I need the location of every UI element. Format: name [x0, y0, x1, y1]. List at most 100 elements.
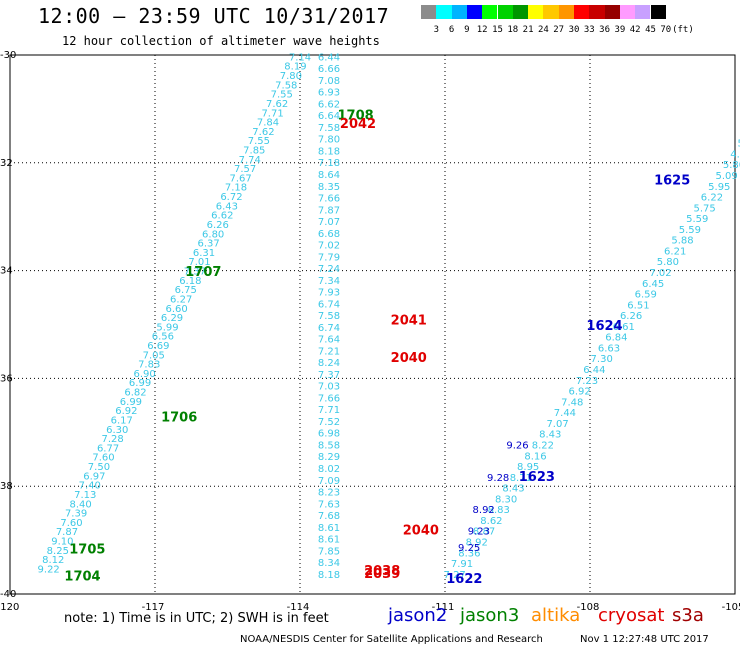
- legend-label: 39: [614, 25, 626, 35]
- wave-height-value: 6.63: [598, 343, 620, 354]
- wave-height-value: 6.59: [635, 290, 657, 301]
- wave-height-value: 7.30: [591, 354, 613, 365]
- wave-height-value: 8.61: [318, 523, 340, 534]
- wave-height-value: 8.61: [318, 535, 340, 546]
- wave-height-value: 6.18: [179, 276, 201, 287]
- wave-height-value: 7.66: [318, 194, 340, 205]
- wave-height-value: 7.80: [318, 135, 340, 146]
- lat-tick-label: 36: [0, 373, 13, 384]
- wave-height-value: 9.10: [51, 537, 73, 548]
- wave-height-value: 7.68: [318, 511, 340, 522]
- wave-height-value: 6.92: [115, 406, 137, 417]
- wave-height-value: 7.58: [275, 80, 297, 91]
- wave-height-value: 7.62: [252, 127, 274, 138]
- wave-height-value: 8.40: [70, 499, 92, 510]
- wave-height-value: 6.21: [664, 246, 686, 257]
- wave-height-value: 7.50: [88, 462, 110, 473]
- pass-time-label: 1706: [161, 411, 197, 426]
- wave-height-value: 6.68: [318, 229, 340, 240]
- legend-label: 3: [433, 25, 439, 35]
- wave-height-value: 9.26: [506, 440, 528, 451]
- wave-height-value: 6.84: [605, 333, 627, 344]
- wave-height-value: 7.07: [546, 419, 568, 430]
- wave-height-value: 8.23: [318, 488, 340, 499]
- wave-height-value: 8.64: [318, 170, 340, 181]
- wave-height-value: 6.90: [133, 369, 155, 380]
- lat-tick-label: -40: [0, 589, 16, 600]
- pass-time-label: 2040: [403, 524, 439, 539]
- wave-height-value: 6.44: [583, 365, 605, 376]
- wave-height-value: 7.58: [318, 311, 340, 322]
- wave-height-value: 7.28: [102, 434, 124, 445]
- legend-swatch: [635, 5, 651, 19]
- wave-height-value: 6.56: [152, 332, 174, 343]
- wave-height-value: 7.39: [65, 509, 87, 520]
- wave-height-value: 7.44: [554, 408, 576, 419]
- wave-height-value: 6.26: [207, 220, 229, 231]
- wave-height-value: 7.03: [318, 382, 340, 393]
- wave-height-value: 8.92: [473, 505, 495, 516]
- wave-height-value: 9.23: [468, 527, 490, 538]
- wave-height-value: 5.99: [156, 322, 178, 333]
- page-subtitle: 12 hour collection of altimeter wave hei…: [62, 34, 380, 48]
- legend-swatch: [451, 5, 467, 19]
- legend-label: 24: [537, 25, 549, 35]
- legend-swatch: [604, 5, 620, 19]
- wave-height-value: 7.55: [271, 90, 293, 101]
- wave-height-value: 6.44: [318, 52, 340, 63]
- wave-height-value: 8.30: [495, 494, 517, 505]
- wave-height-value: 5.61: [738, 139, 740, 150]
- wave-height-value: 6.27: [170, 294, 192, 305]
- wave-height-value: 7.52: [318, 417, 340, 428]
- wave-height-value: 8.29: [318, 452, 340, 463]
- legend-label: 36: [599, 25, 611, 35]
- pass-time-label: 2042: [340, 117, 376, 132]
- wave-height-value: 7.18: [225, 183, 247, 194]
- legend-label: 15: [492, 25, 503, 35]
- lat-tick-label: 32: [0, 158, 13, 169]
- wave-height-value: 8.25: [47, 546, 69, 557]
- wave-height-value: 8.19: [284, 62, 306, 73]
- wave-height-value: 7.27: [444, 570, 466, 581]
- wave-height-value: 5.59: [679, 225, 701, 236]
- legend-swatch: [512, 5, 529, 19]
- wave-height-value: 8.92: [466, 537, 488, 548]
- wave-height-value: 7.14: [289, 52, 311, 63]
- wave-height-value: 7.71: [318, 405, 340, 416]
- wave-height-value: 7.18: [318, 158, 340, 169]
- legend-label: 42: [629, 25, 641, 35]
- wave-height-value: 6.98: [318, 429, 340, 440]
- wave-height-value: 7.87: [318, 205, 340, 216]
- lon-tick-label: -108: [577, 602, 600, 613]
- wave-height-value: 5.95: [708, 182, 730, 193]
- satellite-jason2-label: jason2: [388, 605, 448, 626]
- wave-height-value: 7.37: [318, 370, 340, 381]
- wave-height-value: 9.22: [38, 564, 60, 575]
- lon-tick-label: -120: [0, 602, 19, 613]
- wave-height-value: 6.69: [147, 341, 169, 352]
- legend-label: 70: [660, 25, 672, 35]
- legend-label: 6: [448, 25, 455, 35]
- wave-height-value: 6.82: [124, 388, 146, 399]
- pass-time-label: 1625: [654, 173, 690, 188]
- wave-height-value: 8.71: [510, 473, 532, 484]
- lat-tick-label: 38: [0, 481, 13, 492]
- wave-height-value: 8.58: [318, 440, 340, 451]
- wave-height-value: 7.02: [649, 268, 671, 279]
- wave-height-value: 5.88: [671, 236, 693, 247]
- wave-height-value: 7.71: [261, 108, 283, 119]
- wave-height-value: 6.62: [211, 211, 233, 222]
- lon-tick-label: -117: [142, 602, 165, 613]
- pass-time-label: 2038: [364, 564, 400, 579]
- wave-height-value: 7.79: [318, 252, 340, 263]
- wave-height-value: 7.13: [74, 490, 96, 501]
- wave-height-value: 7.40: [79, 481, 101, 492]
- wave-height-value: 7.09: [318, 476, 340, 487]
- wave-height-value: 6.26: [620, 311, 642, 322]
- wave-height-value: 7.93: [318, 288, 340, 299]
- wave-height-value: 7.66: [318, 393, 340, 404]
- wave-height-value: 6.75: [175, 285, 197, 296]
- lon-tick-label: -105: [722, 602, 740, 613]
